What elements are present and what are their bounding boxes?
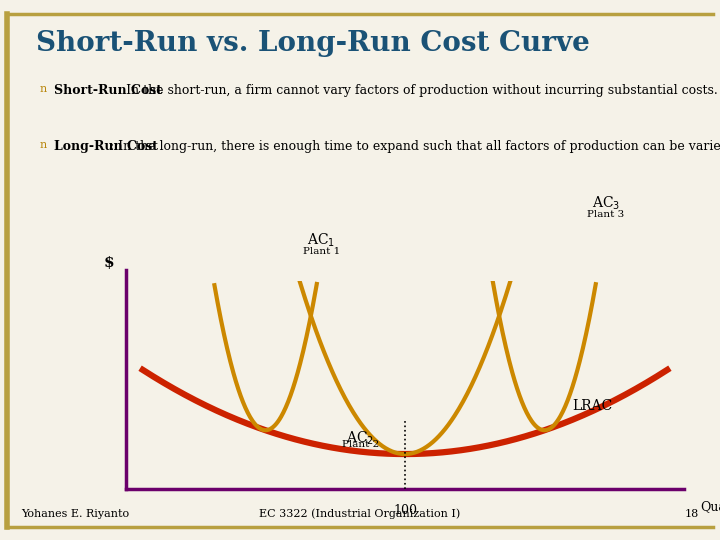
Text: EC 3322 (Industrial Organization I): EC 3322 (Industrial Organization I) [259, 509, 461, 519]
Text: Long-Run Cost: Long-Run Cost [54, 140, 158, 153]
Text: Short-Run Cost: Short-Run Cost [54, 84, 162, 97]
Text: Plant 3: Plant 3 [588, 210, 624, 219]
Text: 18: 18 [684, 509, 698, 519]
Text: Short-Run vs. Long-Run Cost Curve: Short-Run vs. Long-Run Cost Curve [36, 30, 590, 57]
Text: n: n [40, 140, 47, 151]
Text: 100: 100 [393, 504, 417, 517]
Text: : In the short-run, a firm cannot vary factors of production without incurring s: : In the short-run, a firm cannot vary f… [54, 84, 718, 97]
Text: Yohanes E. Riyanto: Yohanes E. Riyanto [22, 509, 130, 519]
Text: LRAC: LRAC [572, 399, 613, 413]
Text: AC$_1$: AC$_1$ [307, 231, 336, 248]
Text: n: n [40, 84, 47, 94]
Text: AC$_2$: AC$_2$ [346, 430, 374, 447]
Text: Plant 1: Plant 1 [302, 247, 340, 255]
Text: Quantity: Quantity [701, 501, 720, 514]
Text: AC$_3$: AC$_3$ [592, 195, 620, 212]
Text: $: $ [104, 256, 114, 271]
Text: : In the long-run, there is enough time to expand such that all factors of produ: : In the long-run, there is enough time … [54, 140, 720, 153]
Text: Plant 2: Plant 2 [342, 440, 379, 449]
